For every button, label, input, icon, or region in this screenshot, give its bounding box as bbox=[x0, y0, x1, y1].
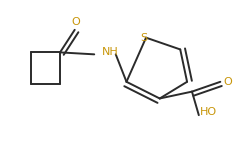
Text: O: O bbox=[71, 17, 80, 27]
Text: S: S bbox=[141, 33, 148, 43]
Text: NH: NH bbox=[102, 47, 119, 57]
Text: HO: HO bbox=[200, 107, 217, 117]
Text: O: O bbox=[223, 77, 232, 87]
